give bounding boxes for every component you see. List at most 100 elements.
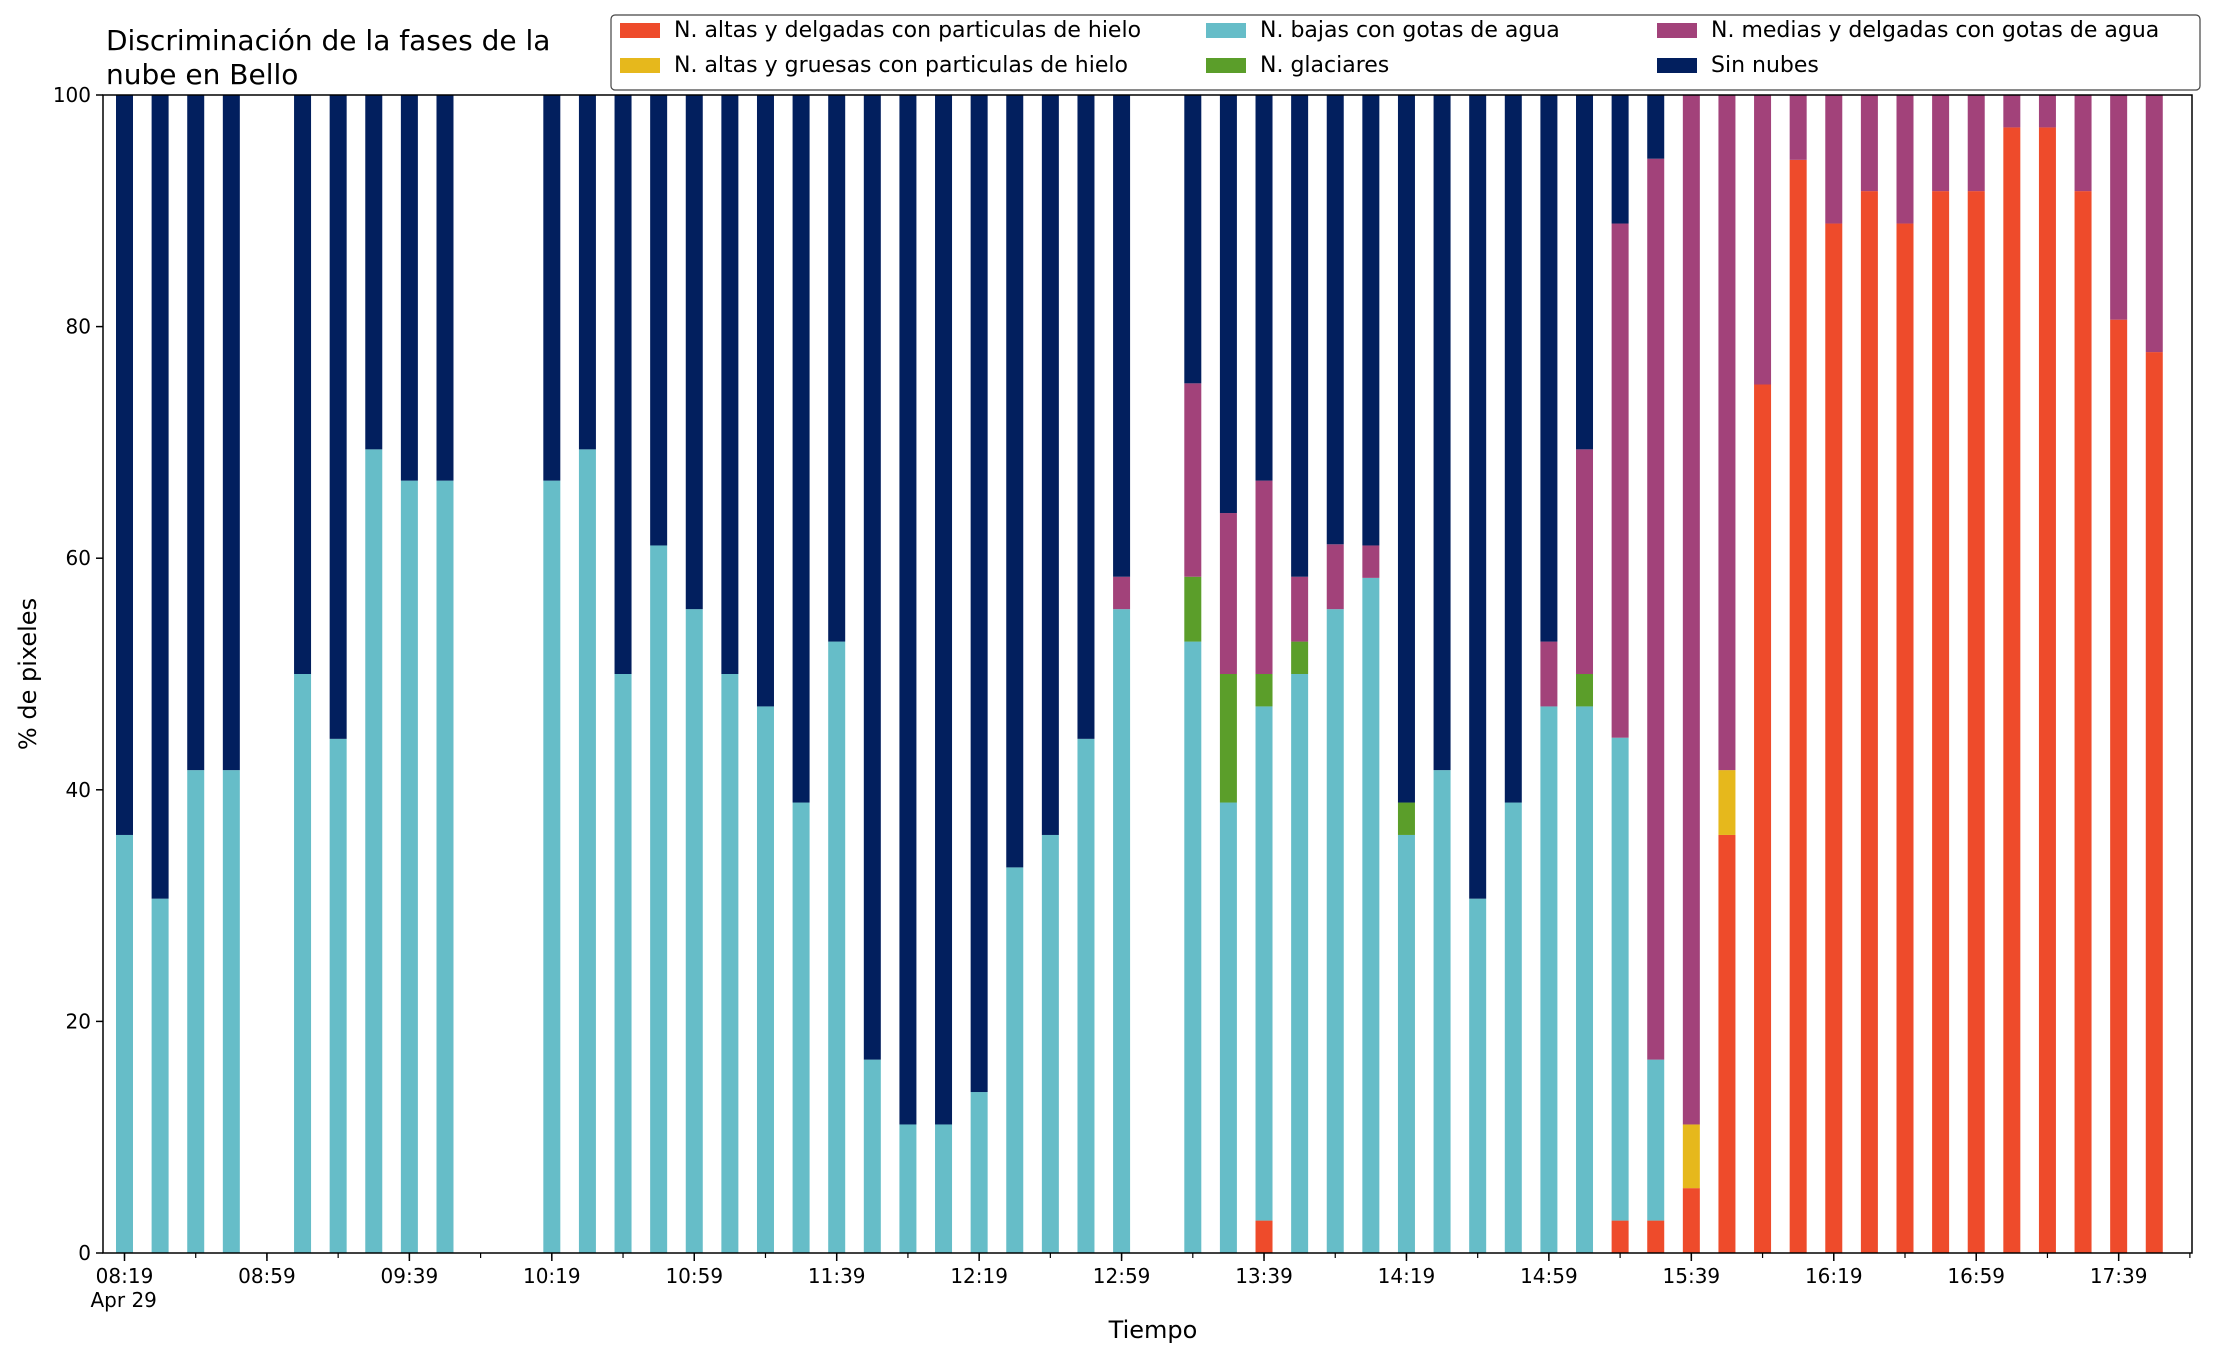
x-tick-label: 10:19 — [523, 1264, 581, 1288]
bar-segment-medias_delgadas_agua-35 — [1362, 545, 1380, 578]
bar-segment-bajas_agua-2 — [187, 770, 205, 1253]
bar-segment-bajas_agua-43 — [1647, 1059, 1665, 1221]
bar-segment-bajas_agua-25 — [1006, 867, 1024, 1253]
bar-segment-medias_delgadas_agua-52 — [1967, 95, 1985, 192]
bar-segment-bajas_agua-38 — [1469, 898, 1487, 1253]
bar-segment-bajas_agua-40 — [1540, 706, 1558, 1253]
bar-segment-bajas_agua-17 — [721, 674, 739, 1253]
legend: N. altas y delgadas con particulas de hi… — [610, 14, 2201, 91]
bar-segment-sin_nubes-18 — [756, 95, 774, 707]
bar-segment-sin_nubes-5 — [294, 95, 312, 674]
bar-segment-sin_nubes-25 — [1006, 95, 1024, 868]
legend-swatch-glaciares — [1206, 58, 1246, 73]
bar-segment-bajas_agua-39 — [1504, 802, 1522, 1253]
bar-segment-altas_delgadas_hielo-51 — [1932, 191, 1950, 1254]
bar-segment-bajas_agua-1 — [151, 898, 169, 1253]
bar-segment-bajas_agua-22 — [899, 1124, 917, 1253]
bar-segment-medias_delgadas_agua-41 — [1576, 449, 1594, 674]
bar-segment-altas_delgadas_hielo-45 — [1718, 834, 1736, 1253]
legend-label-glaciares: N. glaciares — [1260, 53, 1389, 78]
bar-segment-sin_nubes-6 — [329, 95, 347, 739]
bar-segment-altas_delgadas_hielo-52 — [1967, 191, 1985, 1254]
bar-segment-medias_delgadas_agua-33 — [1291, 576, 1309, 642]
bar-segment-sin_nubes-32 — [1255, 95, 1273, 481]
bar-segment-bajas_agua-27 — [1077, 738, 1095, 1253]
bar-segment-sin_nubes-37 — [1433, 95, 1451, 771]
legend-label-sin_nubes: Sin nubes — [1711, 53, 1819, 78]
bar-segment-sin_nubes-40 — [1540, 95, 1558, 642]
y-tick-label: 100 — [53, 83, 91, 107]
bar-segment-sin_nubes-23 — [935, 95, 953, 1125]
bar-segment-medias_delgadas_agua-31 — [1219, 513, 1237, 674]
bar-segment-sin_nubes-42 — [1611, 95, 1629, 224]
legend-frame — [610, 14, 2201, 91]
bar-segment-sin_nubes-38 — [1469, 95, 1487, 899]
bar-segment-sin_nubes-33 — [1291, 95, 1309, 577]
bar-segment-altas_delgadas_hielo-57 — [2145, 352, 2163, 1254]
chart-title-line1: Discriminación de la fases de la — [106, 24, 550, 57]
bar-segment-altas_gruesas_hielo-45 — [1718, 770, 1736, 835]
x-tick-label: 12:19 — [950, 1264, 1008, 1288]
bar-segment-sin_nubes-9 — [436, 95, 454, 481]
x-tick-label: 08:19 — [96, 1264, 154, 1288]
bar-segment-sin_nubes-34 — [1326, 95, 1344, 545]
bar-segment-sin_nubes-39 — [1504, 95, 1522, 803]
bar-segment-glaciares-32 — [1255, 674, 1273, 707]
bar-segment-sin_nubes-0 — [116, 95, 133, 835]
bar-segment-sin_nubes-15 — [650, 95, 668, 546]
legend-label-altas_delgadas_hielo: N. altas y delgadas con particulas de hi… — [674, 18, 1141, 43]
y-tick-label: 40 — [66, 778, 91, 802]
bar-segment-medias_delgadas_agua-51 — [1932, 95, 1950, 192]
bar-segment-bajas_agua-15 — [650, 545, 668, 1253]
plot-frame — [102, 94, 2193, 1254]
bar-segment-sin_nubes-20 — [828, 95, 846, 642]
bar-segment-altas_gruesas_hielo-44 — [1682, 1124, 1700, 1189]
bar-segment-bajas_agua-26 — [1041, 834, 1059, 1253]
bar-segment-medias_delgadas_agua-57 — [2145, 95, 2163, 353]
bar-segment-medias_delgadas_agua-56 — [2110, 95, 2128, 320]
bar-segment-sin_nubes-12 — [543, 95, 561, 481]
bar-segment-bajas_agua-9 — [436, 480, 454, 1253]
bar-segment-altas_delgadas_hielo-55 — [2074, 191, 2092, 1254]
bar-segment-sin_nubes-41 — [1576, 95, 1594, 450]
bar-segment-sin_nubes-43 — [1647, 95, 1665, 159]
y-tick-label: 80 — [66, 315, 91, 339]
bar-segment-sin_nubes-27 — [1077, 95, 1095, 739]
x-tick-label: 10:59 — [665, 1264, 723, 1288]
bar-segment-sin_nubes-22 — [899, 95, 917, 1125]
legend-label-medias_delgadas_agua: N. medias y delgadas con gotas de agua — [1711, 18, 2159, 43]
bar-segment-altas_delgadas_hielo-49 — [1860, 191, 1878, 1254]
bar-segment-altas_delgadas_hielo-56 — [2110, 319, 2128, 1253]
axes-layer — [102, 94, 2193, 1254]
bar-segment-altas_delgadas_hielo-43 — [1647, 1220, 1665, 1253]
bar-segment-bajas_agua-5 — [294, 674, 312, 1253]
x-axis-label: Tiempo — [1108, 1316, 1198, 1344]
x-tick-label: 15:39 — [1663, 1264, 1721, 1288]
x-tick-label: 14:59 — [1520, 1264, 1578, 1288]
bar-segment-bajas_agua-18 — [756, 706, 774, 1253]
bar-segment-glaciares-33 — [1291, 641, 1309, 674]
bar-segment-medias_delgadas_agua-55 — [2074, 95, 2092, 192]
bar-segment-bajas_agua-3 — [222, 770, 240, 1253]
bar-segment-bajas_agua-8 — [400, 480, 418, 1253]
legend-swatch-medias_delgadas_agua — [1657, 23, 1697, 38]
bar-segment-medias_delgadas_agua-49 — [1860, 95, 1878, 192]
bar-segment-altas_delgadas_hielo-53 — [2003, 127, 2021, 1253]
x-tick-label: 09:39 — [381, 1264, 439, 1288]
bar-segment-sin_nubes-24 — [970, 95, 988, 1093]
bar-segment-medias_delgadas_agua-53 — [2003, 95, 2021, 128]
bar-segment-sin_nubes-26 — [1041, 95, 1059, 835]
chart-title-line2: nube en Bello — [106, 58, 298, 91]
bar-segment-medias_delgadas_agua-44 — [1682, 95, 1700, 1125]
bar-segment-bajas_agua-19 — [792, 802, 810, 1253]
bar-segment-bajas_agua-12 — [543, 480, 561, 1253]
bar-segment-bajas_agua-16 — [685, 609, 703, 1253]
bar-segment-sin_nubes-17 — [721, 95, 739, 674]
bar-segment-sin_nubes-3 — [222, 95, 240, 771]
bar-segment-medias_delgadas_agua-47 — [1789, 95, 1807, 160]
bar-segment-medias_delgadas_agua-45 — [1718, 95, 1736, 771]
x-tick-label: 17:39 — [2090, 1264, 2148, 1288]
legend-swatch-altas_delgadas_hielo — [620, 23, 660, 38]
